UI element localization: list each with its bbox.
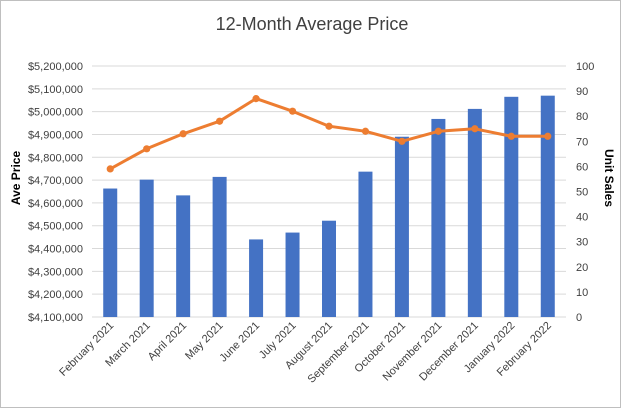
y-tick-label: $4,700,000 <box>28 175 83 187</box>
line-point <box>106 165 114 173</box>
left-axis-title: Ave Price <box>9 151 23 206</box>
line-point <box>143 145 151 153</box>
x-tick-label: June 2021 <box>217 320 262 365</box>
line-point <box>507 132 515 140</box>
bar <box>139 179 154 317</box>
line-point <box>179 130 187 138</box>
y-tick-label: $4,600,000 <box>28 198 83 210</box>
y2-tick-label: 20 <box>576 262 588 274</box>
y2-tick-label: 30 <box>576 237 588 249</box>
line-point <box>398 137 406 145</box>
bar <box>504 96 519 318</box>
bar <box>176 195 191 317</box>
line-point <box>288 107 297 115</box>
line-series <box>106 95 552 173</box>
line-point <box>544 132 552 140</box>
y2-tick-label: 0 <box>576 312 582 324</box>
bar <box>285 232 300 317</box>
line-point <box>216 117 224 125</box>
y-tick-label: $4,900,000 <box>28 129 83 141</box>
y2-tick-label: 100 <box>576 61 594 73</box>
y2-tick-label: 80 <box>576 111 588 123</box>
bar <box>358 171 373 317</box>
y2-tick-label: 10 <box>576 287 588 299</box>
unit-sales-line <box>109 97 548 171</box>
x-tick-label: February 2021 <box>57 320 116 379</box>
y2-tick-label: 90 <box>576 86 588 98</box>
y2-tick-label: 70 <box>576 136 588 148</box>
left-axis-ticks: $4,100,000 $4,200,000 $4,300,000 $4,400,000… <box>28 61 83 324</box>
y-tick-label: $5,100,000 <box>28 84 83 96</box>
y-tick-label: $4,100,000 <box>28 312 83 324</box>
chart-title: 12-Month Average Price <box>216 14 409 34</box>
bar <box>394 136 409 317</box>
y-tick-label: $4,400,000 <box>28 244 83 256</box>
y-tick-label: $4,800,000 <box>28 152 83 164</box>
bar-series <box>103 95 555 318</box>
y-tick-label: $4,300,000 <box>28 266 83 278</box>
right-axis-title: Unit Sales <box>602 149 616 207</box>
y2-tick-label: 60 <box>576 161 588 173</box>
right-axis-ticks: 0 10 20 30 40 50 60 70 80 90 100 <box>576 61 594 324</box>
bar <box>322 220 336 317</box>
bar <box>249 239 264 317</box>
bar <box>431 118 446 318</box>
bar <box>212 176 227 317</box>
x-tick-label: April 2021 <box>146 320 190 364</box>
line-point <box>252 95 260 103</box>
line-point <box>325 122 333 130</box>
line-point <box>434 127 442 135</box>
y-tick-label: $4,200,000 <box>28 289 83 301</box>
y-tick-label: $5,000,000 <box>28 107 83 119</box>
bar <box>103 188 118 317</box>
bar <box>467 108 482 317</box>
line-point <box>361 127 370 135</box>
y2-tick-label: 40 <box>576 212 588 224</box>
y-tick-label: $5,200,000 <box>28 61 83 73</box>
line-point <box>471 125 479 133</box>
bar <box>540 95 555 317</box>
y-tick-label: $4,500,000 <box>28 221 83 233</box>
y2-tick-label: 50 <box>576 187 588 199</box>
